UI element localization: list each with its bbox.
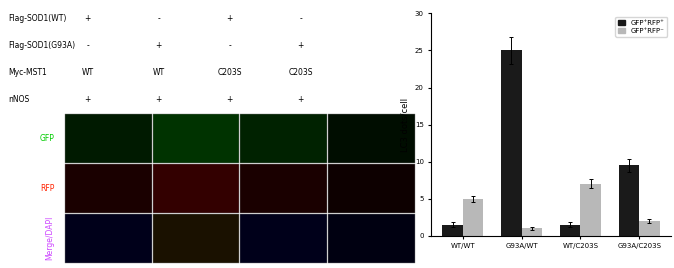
Text: +: + (84, 95, 91, 104)
Text: WT: WT (82, 68, 94, 77)
Bar (152, 164, 239, 213)
Y-axis label: LC3 dots/cell: LC3 dots/cell (400, 98, 409, 152)
Bar (501, 50, 522, 236)
Legend: GFP⁺RFP⁺, GFP⁺RFP⁻: GFP⁺RFP⁺, GFP⁺RFP⁻ (615, 17, 667, 36)
Bar (240, 114, 327, 163)
Bar (639, 221, 660, 236)
Text: WT: WT (153, 68, 165, 77)
Bar (152, 214, 239, 263)
Bar (240, 164, 327, 213)
Text: +: + (298, 41, 304, 50)
Bar (522, 228, 542, 236)
Text: +: + (298, 95, 304, 104)
Bar (560, 225, 580, 236)
Bar (328, 164, 415, 213)
Bar (463, 199, 483, 236)
Text: -: - (299, 14, 302, 23)
Text: Merge/DAPI: Merge/DAPI (45, 216, 55, 260)
Bar (240, 214, 327, 263)
Bar (328, 214, 415, 263)
Bar (580, 184, 601, 236)
Text: +: + (226, 95, 233, 104)
Text: nNOS: nNOS (8, 95, 30, 104)
Bar (65, 164, 152, 213)
Bar (65, 114, 152, 163)
Text: Myc-MST1: Myc-MST1 (8, 68, 47, 77)
Text: Flag-SOD1(WT): Flag-SOD1(WT) (8, 14, 67, 23)
Text: -: - (86, 41, 89, 50)
Bar (65, 214, 152, 263)
Text: -: - (228, 41, 231, 50)
Text: +: + (156, 95, 162, 104)
Text: Flag-SOD1(G93A): Flag-SOD1(G93A) (8, 41, 75, 50)
Bar (328, 114, 415, 163)
Text: GFP: GFP (40, 134, 55, 143)
Text: C203S: C203S (218, 68, 242, 77)
Text: C203S: C203S (288, 68, 313, 77)
Bar (442, 225, 463, 236)
Bar (619, 165, 639, 236)
Text: RFP: RFP (40, 184, 55, 193)
Text: +: + (156, 41, 162, 50)
Text: +: + (226, 14, 233, 23)
Bar (152, 114, 239, 163)
Text: +: + (84, 14, 91, 23)
Text: -: - (158, 14, 160, 23)
